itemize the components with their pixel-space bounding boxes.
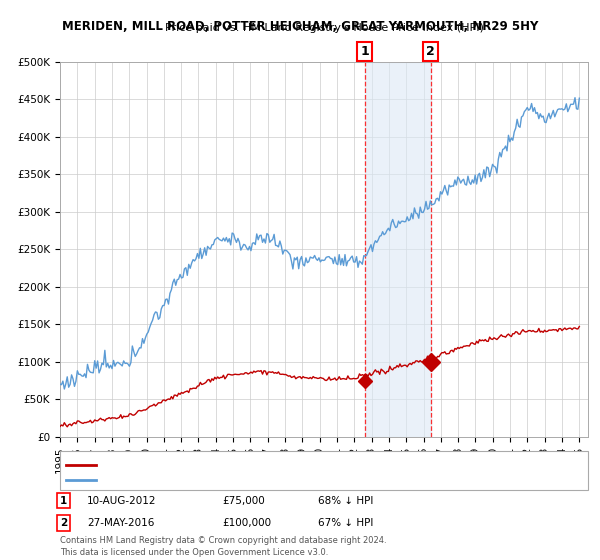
Text: £75,000: £75,000 [222, 496, 265, 506]
Text: 67% ↓ HPI: 67% ↓ HPI [318, 518, 373, 528]
Text: £100,000: £100,000 [222, 518, 271, 528]
Text: 68% ↓ HPI: 68% ↓ HPI [318, 496, 373, 506]
Text: 1: 1 [60, 496, 67, 506]
Text: 27-MAY-2016: 27-MAY-2016 [87, 518, 154, 528]
Text: 10-AUG-2012: 10-AUG-2012 [87, 496, 157, 506]
Text: 2: 2 [60, 518, 67, 528]
Text: HPI: Average price, detached house, North Norfolk: HPI: Average price, detached house, Nort… [102, 477, 348, 487]
Text: Contains HM Land Registry data © Crown copyright and database right 2024.: Contains HM Land Registry data © Crown c… [60, 536, 386, 545]
Text: 1: 1 [361, 45, 369, 58]
Text: 2: 2 [426, 45, 435, 58]
Text: MERIDEN, MILL ROAD, POTTER HEIGHAM, GREAT YARMOUTH, NR29 5HY: MERIDEN, MILL ROAD, POTTER HEIGHAM, GREA… [62, 20, 538, 32]
Title: Price paid vs. HM Land Registry's House Price Index (HPI): Price paid vs. HM Land Registry's House … [164, 23, 484, 33]
Text: This data is licensed under the Open Government Licence v3.0.: This data is licensed under the Open Gov… [60, 548, 328, 557]
Bar [365, 62, 431, 437]
Text: MERIDEN, MILL ROAD, POTTER HEIGHAM, GREAT YARMOUTH, NR29 5HY (detached hous: MERIDEN, MILL ROAD, POTTER HEIGHAM, GREA… [102, 461, 533, 471]
